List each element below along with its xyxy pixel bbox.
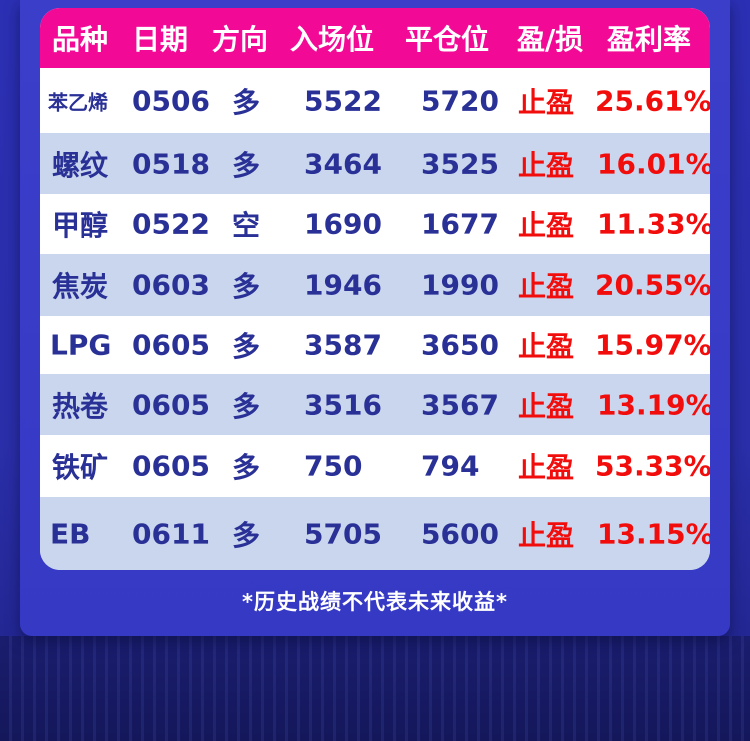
cell-exit: 794 (421, 449, 480, 483)
cell-product: 焦炭 (52, 270, 109, 303)
table-header: 品种 日期 方向 入场位 平仓位 盈/损 盈利率 (40, 8, 710, 68)
header-entry: 入场位 (290, 23, 375, 56)
cell-rate: 20.55% (595, 268, 710, 302)
cell-entry: 3464 (304, 147, 382, 180)
header-profit-rate: 盈利率 (607, 23, 692, 56)
cell-product: EB (50, 517, 91, 550)
table-body: 苯乙烯 0506 多 5522 5720 止盈 25.61% 螺纹 0518 多 3464 3525 止… (40, 68, 710, 570)
table-row: 焦炭 0603 多 1946 1990 止盈 20.55% (40, 254, 710, 316)
cell-entry: 1946 (304, 268, 382, 302)
trade-results-table: 品种 日期 方向 入场位 平仓位 盈/损 盈利率 苯乙烯 0506 多 5522 572… (40, 8, 710, 570)
cell-date: 0605 (132, 388, 210, 421)
cell-date: 0506 (132, 84, 210, 117)
cell-direction: 多 (232, 330, 261, 363)
table-row: 螺纹 0518 多 3464 3525 止盈 16.01% (40, 133, 710, 194)
cell-result: 止盈 (518, 330, 575, 363)
cell-rate: 53.33% (595, 449, 710, 483)
cell-date: 0603 (132, 268, 210, 302)
cell-exit: 1990 (421, 268, 499, 302)
cell-direction: 多 (232, 389, 261, 423)
cell-result: 止盈 (518, 389, 575, 423)
cell-entry: 1690 (304, 207, 382, 241)
table-row: 甲醇 0522 空 1690 1677 止盈 11.33% (40, 194, 710, 254)
cell-rate: 15.97% (595, 328, 710, 362)
header-profit-loss: 盈/损 (517, 23, 584, 56)
cell-result: 止盈 (518, 209, 575, 242)
cell-date: 0518 (132, 147, 210, 180)
header-exit: 平仓位 (405, 23, 490, 56)
table-row: 热卷 0605 多 3516 3567 止盈 13.19% (40, 374, 710, 435)
cell-entry: 750 (304, 449, 363, 483)
cell-rate: 11.33% (597, 207, 710, 241)
cell-date: 0522 (132, 207, 210, 241)
cell-direction: 多 (232, 85, 261, 119)
cell-date: 0605 (132, 449, 210, 483)
cell-result: 止盈 (518, 85, 575, 119)
cell-direction: 多 (232, 451, 261, 484)
background-band (0, 636, 750, 741)
cell-rate: 25.61% (595, 84, 710, 117)
table-row: LPG 0605 多 3587 3650 止盈 15.97% (40, 316, 710, 374)
cell-entry: 5705 (304, 517, 382, 550)
cell-product: LPG (50, 328, 112, 362)
cell-entry: 3516 (304, 388, 382, 421)
table-row: 铁矿 0605 多 750 794 止盈 53.33% (40, 435, 710, 497)
cell-exit: 5720 (421, 84, 499, 117)
header-date: 日期 (132, 23, 189, 56)
cell-direction: 多 (232, 270, 261, 303)
cell-product: 热卷 (52, 389, 109, 423)
cell-exit: 3650 (421, 328, 499, 362)
cell-rate: 16.01% (597, 147, 710, 180)
cell-entry: 5522 (304, 84, 382, 117)
header-product: 品种 (52, 23, 109, 56)
cell-result: 止盈 (518, 270, 575, 303)
cell-rate: 13.19% (597, 388, 710, 421)
cell-exit: 1677 (421, 207, 499, 241)
cell-entry: 3587 (304, 328, 382, 362)
table-row: 苯乙烯 0506 多 5522 5720 止盈 25.61% (40, 68, 710, 133)
table-row: EB 0611 多 5705 5600 止盈 13.15% (40, 497, 710, 570)
cell-product: 甲醇 (52, 209, 109, 242)
cell-direction: 多 (232, 148, 261, 182)
cell-exit: 3567 (421, 388, 499, 421)
cell-product: 铁矿 (52, 451, 109, 484)
cell-result: 止盈 (518, 518, 575, 552)
cell-date: 0605 (132, 328, 210, 362)
cell-rate: 13.15% (597, 517, 710, 550)
cell-exit: 3525 (421, 147, 499, 180)
cell-exit: 5600 (421, 517, 499, 550)
disclaimer-note: *历史战绩不代表未来收益* (242, 590, 508, 614)
cell-date: 0611 (132, 517, 210, 550)
cell-result: 止盈 (518, 451, 575, 484)
cell-product: 螺纹 (52, 148, 109, 182)
cell-direction: 多 (232, 518, 261, 552)
cell-result: 止盈 (518, 148, 575, 182)
header-direction: 方向 (212, 23, 269, 56)
cell-direction: 空 (232, 209, 261, 242)
cell-product: 苯乙烯 (48, 90, 108, 114)
